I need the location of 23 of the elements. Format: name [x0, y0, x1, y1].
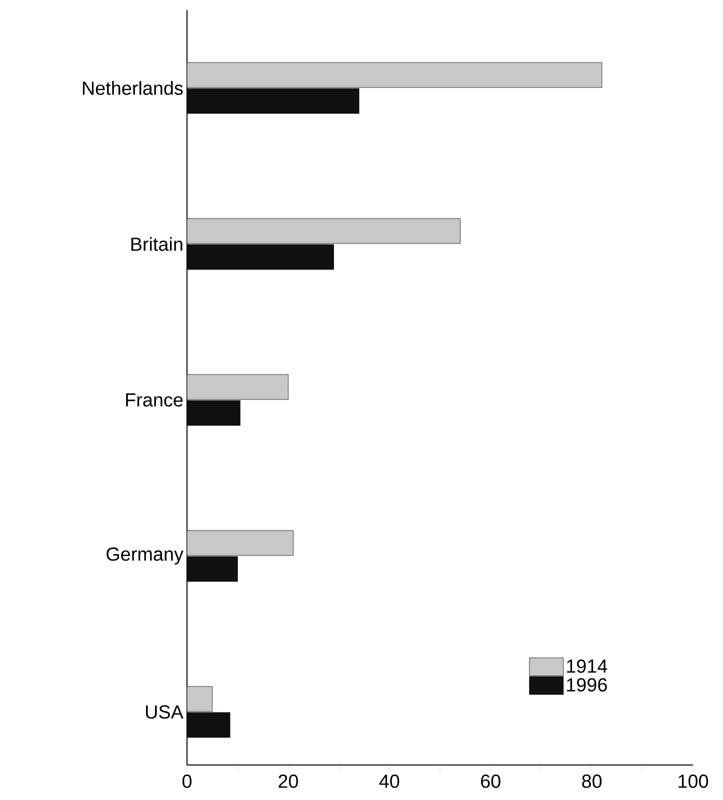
bar: [187, 88, 360, 114]
x-tick-label: 20: [278, 774, 298, 788]
bar: [187, 62, 602, 88]
x-tick-label: 0: [182, 774, 192, 788]
legend-label: 1996: [567, 678, 607, 692]
y-tick-label: France: [126, 393, 183, 407]
bar: [187, 218, 460, 244]
bar: [187, 244, 334, 270]
x-tick-label: 40: [379, 774, 400, 788]
bar: [187, 712, 230, 738]
bar: [187, 400, 240, 426]
legend-label: 1914: [567, 659, 608, 673]
y-tick-label: Britain: [131, 237, 182, 251]
bar: [187, 556, 238, 582]
bar: [187, 686, 212, 712]
x-tick-label: 80: [582, 774, 602, 788]
y-tick-label: USA: [146, 705, 184, 719]
bar: [187, 374, 288, 400]
x-tick-label: 60: [481, 774, 500, 788]
y-tick-label: Germany: [106, 547, 184, 565]
y-tick-label: Netherlands: [82, 81, 183, 95]
bar: [187, 530, 294, 556]
x-tick-label: 100: [678, 774, 708, 788]
